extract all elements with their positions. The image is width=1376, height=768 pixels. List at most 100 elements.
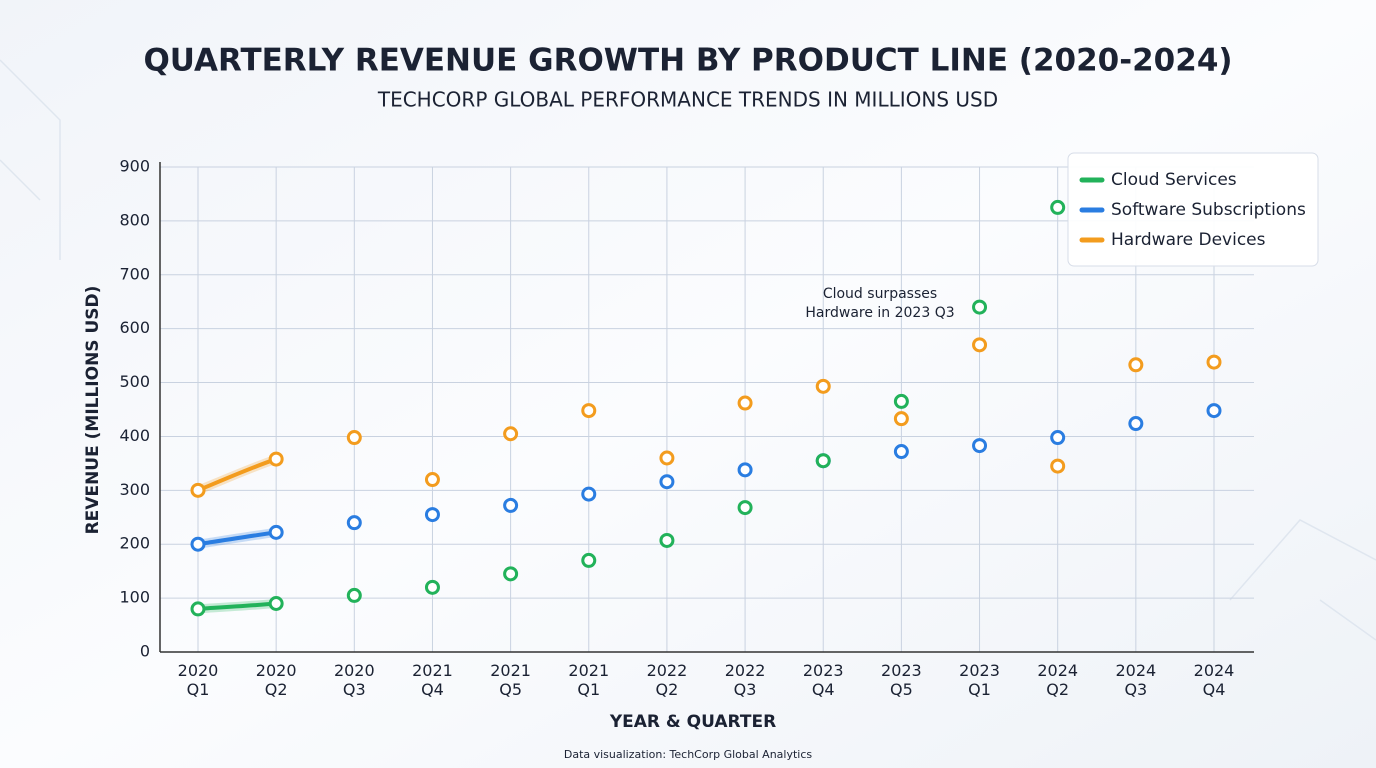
data-point bbox=[424, 472, 440, 488]
data-point bbox=[1128, 357, 1144, 373]
data-point bbox=[1206, 403, 1222, 419]
annotation: Cloud surpasses bbox=[823, 286, 937, 302]
y-tick-label: 200 bbox=[119, 534, 150, 553]
data-point bbox=[972, 438, 988, 454]
x-tick-label: 2022 Q2 bbox=[647, 661, 688, 699]
x-tick-label: 2024 Q2 bbox=[1037, 661, 1078, 699]
data-point bbox=[346, 515, 362, 531]
data-point bbox=[815, 378, 831, 394]
x-tick-label: 2023 Q1 bbox=[959, 661, 1000, 699]
legend-label: Software Subscriptions bbox=[1111, 200, 1306, 220]
data-point bbox=[503, 566, 519, 582]
x-tick-label-line: Q5 bbox=[890, 680, 913, 699]
chart-subtitle: TECHCORP GLOBAL PERFORMANCE TRENDS IN MI… bbox=[377, 88, 998, 112]
data-point bbox=[581, 403, 597, 419]
x-tick-label-line: 2024 bbox=[1037, 661, 1078, 680]
data-point bbox=[346, 430, 362, 446]
x-tick-label-line: Q4 bbox=[812, 680, 835, 699]
data-point bbox=[503, 426, 519, 442]
x-tick-label-line: 2021 bbox=[568, 661, 609, 680]
data-point bbox=[581, 486, 597, 502]
data-point bbox=[268, 451, 284, 467]
data-point bbox=[893, 411, 909, 427]
x-tick-label-line: Q3 bbox=[1124, 680, 1147, 699]
x-tick-label-line: Q2 bbox=[656, 680, 679, 699]
data-point bbox=[190, 536, 206, 552]
x-tick-label-line: 2023 bbox=[881, 661, 922, 680]
x-tick-label-line: 2020 bbox=[256, 661, 297, 680]
x-tick-label-line: 2021 bbox=[490, 661, 531, 680]
x-tick-label-line: Q1 bbox=[577, 680, 600, 699]
x-tick-label-line: 2022 bbox=[647, 661, 688, 680]
annotation: Hardware in 2023 Q3 bbox=[805, 305, 954, 321]
x-tick-label-line: Q3 bbox=[734, 680, 757, 699]
data-point bbox=[737, 500, 753, 516]
x-tick-label: 2024 Q3 bbox=[1115, 661, 1156, 699]
x-tick-label-line: Q2 bbox=[265, 680, 288, 699]
x-tick-label-line: 2022 bbox=[725, 661, 766, 680]
data-point bbox=[268, 524, 284, 540]
x-tick-label-line: 2020 bbox=[178, 661, 219, 680]
data-point bbox=[972, 299, 988, 315]
x-tick-label: 2021 Q1 bbox=[568, 661, 609, 699]
x-tick-label: 2024 Q4 bbox=[1194, 661, 1235, 699]
data-point bbox=[1050, 458, 1066, 474]
data-point bbox=[190, 601, 206, 617]
y-tick-label: 500 bbox=[119, 372, 150, 391]
y-tick-label: 0 bbox=[140, 642, 150, 661]
x-tick-label-line: Q3 bbox=[343, 680, 366, 699]
data-point bbox=[737, 462, 753, 478]
data-point bbox=[424, 507, 440, 523]
x-tick-label-line: 2024 bbox=[1115, 661, 1156, 680]
y-tick-label: 700 bbox=[119, 264, 150, 283]
x-tick-label: 2020 Q2 bbox=[256, 661, 297, 699]
x-tick-label-line: Q4 bbox=[421, 680, 444, 699]
x-tick-label-line: Q1 bbox=[187, 680, 210, 699]
x-tick-label-line: Q2 bbox=[1046, 680, 1069, 699]
y-axis-label: REVENUE (MILLIONS USD) bbox=[83, 286, 103, 535]
data-point bbox=[893, 444, 909, 460]
data-point bbox=[659, 474, 675, 490]
data-point bbox=[893, 393, 909, 409]
x-tick-label: 2020 Q3 bbox=[334, 661, 375, 699]
x-axis-label: YEAR & QUARTER bbox=[609, 712, 776, 732]
y-tick-label: 600 bbox=[119, 318, 150, 337]
y-tick-label: 300 bbox=[119, 480, 150, 499]
x-tick-label-line: 2023 bbox=[959, 661, 1000, 680]
data-point bbox=[972, 337, 988, 353]
x-tick-label: 2021 Q4 bbox=[412, 661, 453, 699]
data-point bbox=[1050, 430, 1066, 446]
y-tick-label: 800 bbox=[119, 210, 150, 229]
x-tick-label-line: Q1 bbox=[968, 680, 991, 699]
data-point bbox=[659, 532, 675, 548]
x-tick-label-line: 2023 bbox=[803, 661, 844, 680]
data-point bbox=[346, 587, 362, 603]
chart-title: QUARTERLY REVENUE GROWTH BY PRODUCT LINE… bbox=[143, 43, 1232, 79]
x-tick-label: 2021 Q5 bbox=[490, 661, 531, 699]
data-point bbox=[503, 497, 519, 513]
x-tick-label: 2022 Q3 bbox=[725, 661, 766, 699]
data-point bbox=[659, 450, 675, 466]
data-point bbox=[424, 579, 440, 595]
y-tick-label: 900 bbox=[119, 157, 150, 176]
legend-label: Hardware Devices bbox=[1111, 230, 1266, 250]
footer: Data visualization: TechCorp Global Anal… bbox=[564, 748, 813, 761]
x-tick-label-line: Q4 bbox=[1203, 680, 1226, 699]
x-tick-label: 2023 Q5 bbox=[881, 661, 922, 699]
data-point bbox=[737, 395, 753, 411]
x-tick-label: 2023 Q4 bbox=[803, 661, 844, 699]
data-point bbox=[581, 552, 597, 568]
x-tick-label-line: 2020 bbox=[334, 661, 375, 680]
data-point bbox=[190, 482, 206, 498]
legend-box bbox=[1067, 152, 1319, 267]
y-tick-label: 100 bbox=[119, 588, 150, 607]
x-tick-label: 2020 Q1 bbox=[178, 661, 219, 699]
data-point bbox=[1050, 199, 1066, 215]
y-tick-label: 400 bbox=[119, 426, 150, 445]
x-tick-label-line: 2021 bbox=[412, 661, 453, 680]
data-point bbox=[815, 453, 831, 469]
x-tick-label-line: 2024 bbox=[1194, 661, 1235, 680]
decoration bbox=[0, 59, 1376, 641]
